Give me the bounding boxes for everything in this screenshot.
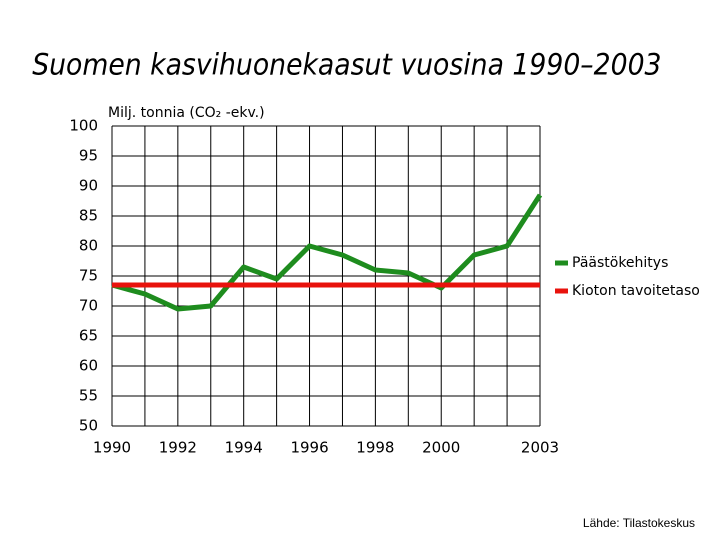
y-tick-label: 80 (79, 237, 98, 255)
y-tick-label: 60 (79, 357, 98, 375)
x-tick-label: 1990 (93, 439, 131, 457)
y-tick-label: 85 (79, 207, 98, 225)
x-tick-label: 1998 (356, 439, 394, 457)
y-tick-label: 65 (79, 327, 98, 345)
x-tick-label: 2003 (521, 439, 559, 457)
chart-title: Suomen kasvihuonekaasut vuosina 1990–200… (32, 47, 661, 81)
legend-label: Päästökehitys (572, 255, 668, 271)
y-axis-label: Milj. tonnia (CO₂ -ekv.) (108, 105, 265, 121)
y-tick-label: 100 (69, 117, 98, 135)
y-tick-label: 55 (79, 387, 98, 405)
y-tick-label: 95 (79, 147, 98, 165)
y-tick-label: 70 (79, 297, 98, 315)
legend-label: Kioton tavoitetaso (572, 283, 700, 299)
x-tick-label: 1992 (159, 439, 197, 457)
x-tick-label: 1994 (225, 439, 263, 457)
y-tick-label: 75 (79, 267, 98, 285)
data-line (111, 193, 543, 312)
x-tick-label: 2000 (422, 439, 460, 457)
y-tick-label: 90 (79, 177, 98, 195)
source-note: Lähde: Tilastokeskus (583, 516, 695, 530)
y-tick-label: 50 (79, 417, 98, 435)
x-tick-label: 1996 (290, 439, 328, 457)
